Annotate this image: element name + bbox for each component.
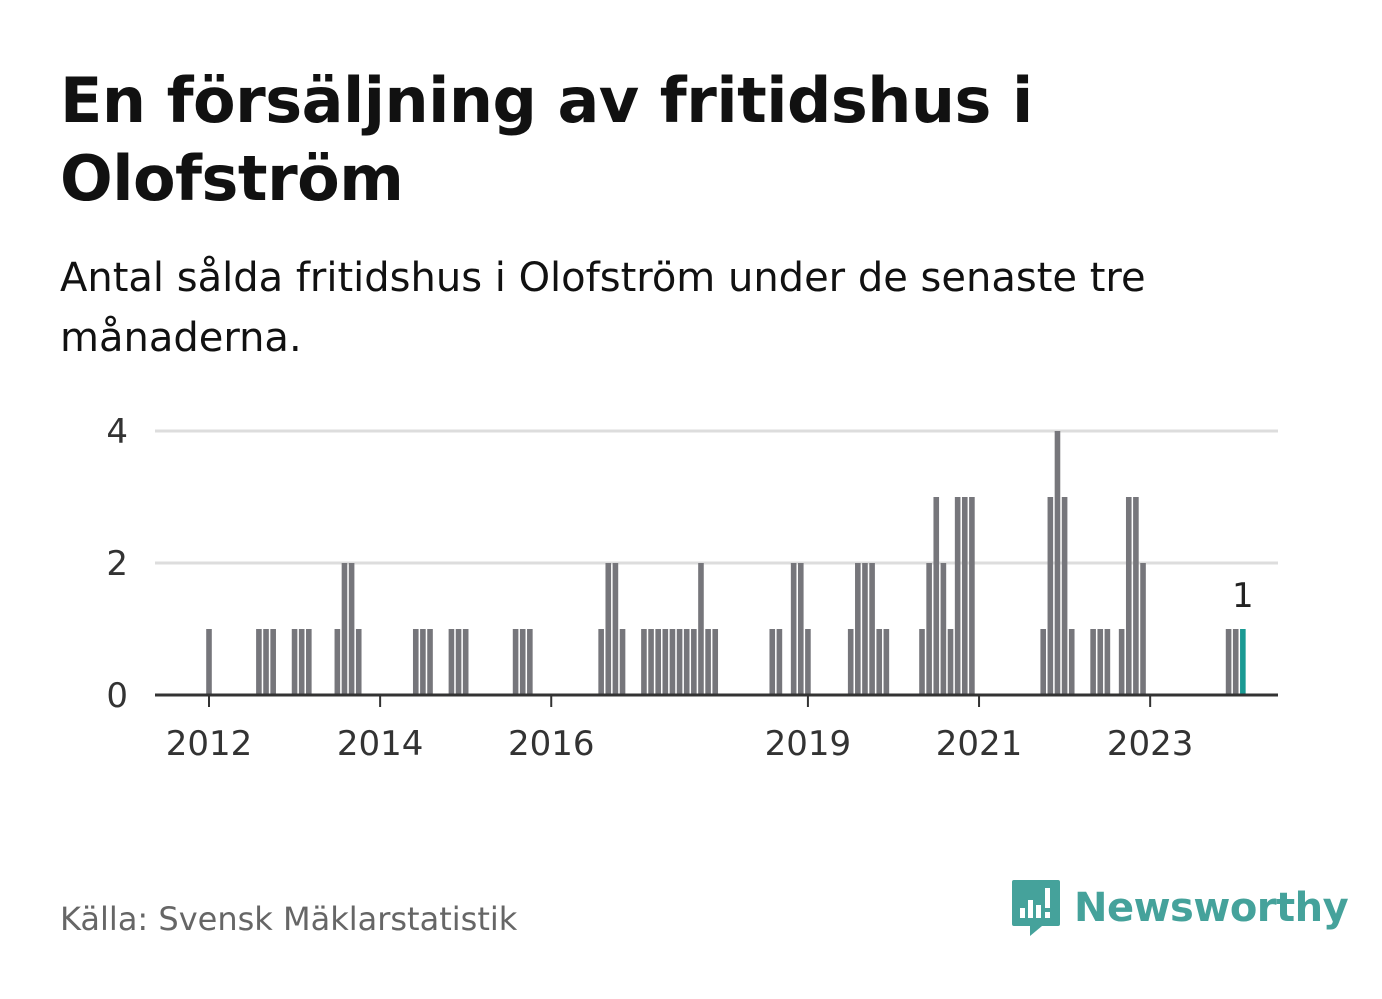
bar [1068, 629, 1075, 695]
bar [1225, 629, 1232, 695]
bar [855, 563, 861, 695]
bar [355, 629, 362, 695]
bar [648, 629, 654, 695]
bar [869, 563, 875, 695]
bar [926, 563, 932, 695]
bar [605, 563, 612, 695]
bar [876, 629, 883, 695]
bar [412, 629, 419, 695]
bar [1097, 629, 1104, 695]
bar [1232, 629, 1239, 695]
bar [676, 629, 683, 695]
x-axis-labels: 2012 2014 2016 2019 2021 2023 [166, 724, 1194, 764]
bar [947, 629, 954, 695]
bar [961, 497, 968, 695]
bar [1040, 629, 1047, 695]
annotations: 1 [1232, 576, 1254, 616]
x-axis-ticks [208, 695, 1152, 707]
highlighted-bar [1240, 629, 1246, 695]
bar [969, 497, 975, 695]
bar [883, 629, 890, 695]
bar [1133, 497, 1139, 695]
bar [1118, 629, 1125, 695]
chart-subtitle: Antal sålda fritidshus i Olofström under… [60, 255, 1146, 361]
bar [341, 563, 348, 695]
bar [455, 629, 462, 695]
bar-chart: 0 2 4 2012 2014 2016 2019 2021 2023 1 [106, 412, 1278, 764]
chart-title: En försäljning av fritidshus i Olofström [60, 64, 1033, 215]
bar [306, 629, 312, 695]
bar [256, 629, 262, 695]
bar [698, 563, 704, 695]
bar [797, 563, 804, 695]
bar [1047, 497, 1054, 695]
bar [619, 629, 626, 695]
bar [669, 629, 676, 695]
bar [933, 497, 940, 695]
x-tick-label: 2014 [337, 724, 424, 764]
bar [519, 629, 526, 695]
bar [420, 629, 426, 695]
y-tick-label: 2 [106, 544, 128, 584]
bar [334, 629, 341, 695]
bar [683, 629, 690, 695]
bar [1061, 497, 1068, 695]
bar [448, 629, 455, 695]
x-tick-label: 2021 [936, 724, 1023, 764]
x-tick-label: 2016 [508, 724, 595, 764]
bar [1104, 629, 1111, 695]
bar [705, 629, 711, 695]
logo-text: Newsworthy [1074, 885, 1349, 931]
bar [662, 629, 669, 695]
bar [940, 563, 947, 695]
bar [790, 563, 797, 695]
bar [263, 629, 269, 695]
bar [954, 497, 961, 695]
x-tick-label: 2023 [1107, 724, 1194, 764]
y-tick-label: 4 [106, 412, 128, 452]
bar [291, 629, 298, 695]
bar [1125, 497, 1132, 695]
bar [1090, 629, 1096, 695]
bar [805, 629, 811, 695]
y-tick-label: 0 [106, 676, 128, 716]
bar [206, 629, 212, 695]
bar [776, 629, 783, 695]
bar [512, 629, 519, 695]
bar [691, 629, 697, 695]
bar [298, 629, 305, 695]
bar [1140, 563, 1146, 695]
newsworthy-logo: Newsworthy [1010, 878, 1349, 938]
bar [612, 563, 619, 695]
bar [348, 563, 355, 695]
source-note: Källa: Svensk Mäklarstatistik [60, 900, 518, 938]
bars [206, 431, 1246, 695]
bar [769, 629, 776, 695]
x-tick-label: 2012 [166, 724, 253, 764]
bar [527, 629, 533, 695]
bar [641, 629, 647, 695]
x-tick-label: 2019 [765, 724, 852, 764]
bar [462, 629, 469, 695]
bar [862, 563, 868, 695]
y-axis-labels: 0 2 4 [106, 412, 128, 716]
bar [847, 629, 854, 695]
bar [427, 629, 433, 695]
newsworthy-logo-icon [1012, 880, 1060, 936]
highlight-value-label: 1 [1232, 576, 1254, 616]
bar [270, 629, 276, 695]
bar [919, 629, 925, 695]
bar [1054, 431, 1061, 695]
bar [598, 629, 604, 695]
bar [712, 629, 719, 695]
grid-lines [155, 429, 1278, 565]
bar [655, 629, 661, 695]
